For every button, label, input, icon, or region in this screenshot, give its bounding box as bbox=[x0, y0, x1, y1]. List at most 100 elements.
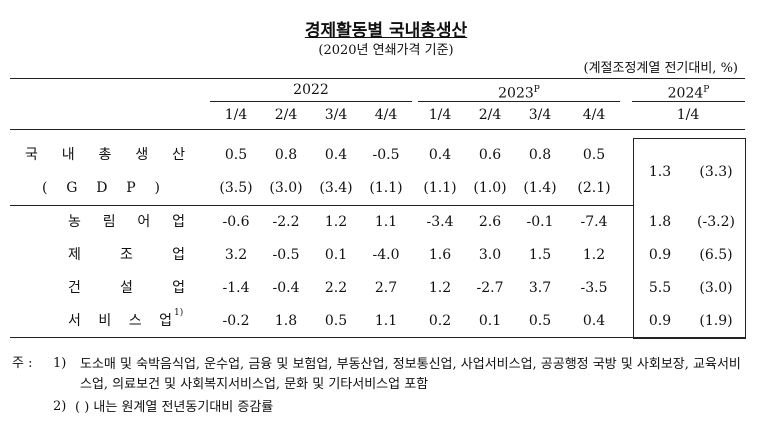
quarter-header: 2/4 bbox=[274, 107, 298, 123]
latest-cell: (6.5) bbox=[699, 247, 733, 263]
note-text: 도소매 및 숙박음식업, 운수업, 금융 및 보험업, 부동산업, 정보통신업,… bbox=[80, 357, 741, 392]
cell: 1.1 bbox=[374, 214, 398, 230]
cell: 0.5 bbox=[582, 147, 606, 163]
latest-cell: (1.9) bbox=[699, 313, 733, 329]
cell: (2.1) bbox=[577, 180, 611, 196]
row-label-text: 농 림 어 업 bbox=[68, 214, 185, 230]
latest-cell: 0.9 bbox=[648, 313, 672, 329]
latest-cell: 5.5 bbox=[648, 280, 672, 296]
cell: (1.4) bbox=[523, 180, 557, 196]
cell: 0.2 bbox=[428, 313, 452, 329]
rule bbox=[10, 129, 745, 130]
cell: -7.4 bbox=[580, 214, 608, 230]
row-label: 건 설 업 bbox=[68, 279, 185, 297]
cell: 2.2 bbox=[324, 280, 348, 296]
cell: 1.6 bbox=[428, 247, 452, 263]
latest-cell: (-3.2) bbox=[697, 214, 735, 230]
row-label-text: 서 비 스 업 bbox=[68, 313, 172, 329]
cell: 3.2 bbox=[224, 247, 248, 263]
cell: 2.6 bbox=[478, 214, 502, 230]
cell: (3.0) bbox=[269, 180, 303, 196]
cell: 0.4 bbox=[428, 147, 452, 163]
cell: -4.0 bbox=[372, 247, 400, 263]
quarter-header: 3/4 bbox=[528, 107, 552, 123]
row-label: 국 내 총 생 산 bbox=[25, 147, 185, 163]
cell: -0.4 bbox=[272, 280, 300, 296]
title: 경제활동별 국내총생산 bbox=[304, 21, 468, 41]
cell: 3.7 bbox=[528, 280, 552, 296]
cell: 0.5 bbox=[224, 147, 248, 163]
row-sublabel: ( G D P ) bbox=[42, 180, 160, 196]
cell: -3.4 bbox=[426, 214, 454, 230]
cell: 0.4 bbox=[324, 147, 348, 163]
rule bbox=[210, 101, 412, 102]
note-mark: 1) bbox=[53, 356, 67, 371]
cell: 1.2 bbox=[582, 247, 606, 263]
year-mark: P bbox=[533, 85, 540, 95]
cell: 0.4 bbox=[582, 313, 606, 329]
latest-cell: 1.8 bbox=[648, 214, 672, 230]
row-label: 농 림 어 업 bbox=[68, 213, 185, 231]
quarter-header: 1/4 bbox=[224, 107, 248, 123]
cell: -1.4 bbox=[222, 280, 250, 296]
row-label-text: 제 조 업 bbox=[68, 247, 185, 263]
rule bbox=[10, 78, 745, 79]
quarter-header: 2/4 bbox=[478, 107, 502, 123]
quarter-header: 1/4 bbox=[428, 107, 452, 123]
cell: 0.5 bbox=[324, 313, 348, 329]
cell: 0.5 bbox=[528, 313, 552, 329]
cell: 0.1 bbox=[324, 247, 348, 263]
cell: -0.2 bbox=[222, 313, 250, 329]
year-label: 2022 bbox=[293, 82, 329, 98]
cell: 0.1 bbox=[478, 313, 502, 329]
unit: (계절조정계열 전기대비, %) bbox=[583, 61, 739, 76]
latest-cell: 1.3 bbox=[648, 164, 672, 180]
cell: 1.5 bbox=[528, 247, 552, 263]
rule bbox=[10, 337, 745, 338]
cell: -2.7 bbox=[476, 280, 504, 296]
cell: (3.5) bbox=[219, 180, 253, 196]
rule bbox=[418, 101, 620, 102]
cell: (3.4) bbox=[319, 180, 353, 196]
row-label-mark: 1) bbox=[174, 308, 184, 318]
cell: -0.5 bbox=[272, 247, 300, 263]
latest-cell: (3.0) bbox=[699, 280, 733, 296]
year-header: 2022 bbox=[293, 81, 329, 99]
note-mark: 2) bbox=[53, 399, 67, 414]
note-text: ( ) 내는 원계열 전년동기대비 증감률 bbox=[75, 400, 274, 415]
cell: 1.2 bbox=[324, 214, 348, 230]
quarter-header: 4/4 bbox=[374, 107, 398, 123]
rule bbox=[10, 205, 633, 206]
cell: 1.8 bbox=[274, 313, 298, 329]
cell: 2.7 bbox=[374, 280, 398, 296]
cell: (1.0) bbox=[473, 180, 507, 196]
cell: -3.5 bbox=[580, 280, 608, 296]
cell: (1.1) bbox=[423, 180, 457, 196]
quarter-header: 4/4 bbox=[582, 107, 606, 123]
row-label-text: 건 설 업 bbox=[68, 280, 185, 296]
cell: -0.6 bbox=[222, 214, 250, 230]
note-prefix: 주 : bbox=[12, 356, 33, 371]
latest-cell: 0.9 bbox=[648, 247, 672, 263]
cell: 3.0 bbox=[478, 247, 502, 263]
cell: -0.5 bbox=[372, 147, 400, 163]
rule bbox=[632, 101, 745, 102]
year-mark: P bbox=[703, 85, 710, 95]
year-header: 2024P bbox=[668, 81, 710, 103]
cell: 0.8 bbox=[528, 147, 552, 163]
subtitle: (2020년 연쇄가격 기준) bbox=[318, 43, 454, 58]
year-label: 2023 bbox=[498, 85, 534, 102]
row-label: 제 조 업 bbox=[68, 246, 185, 264]
cell: 1.1 bbox=[374, 313, 398, 329]
quarter-header: 3/4 bbox=[324, 107, 348, 123]
year-label: 2024 bbox=[667, 85, 704, 102]
cell: 1.2 bbox=[428, 280, 452, 296]
cell: -0.1 bbox=[526, 214, 554, 230]
cell: -2.2 bbox=[272, 214, 300, 230]
latest-box bbox=[633, 138, 746, 339]
row-label: 서 비 스 업 bbox=[68, 312, 172, 330]
latest-cell: (3.3) bbox=[699, 164, 733, 180]
cell: 0.8 bbox=[274, 147, 298, 163]
cell: 0.6 bbox=[478, 147, 502, 163]
